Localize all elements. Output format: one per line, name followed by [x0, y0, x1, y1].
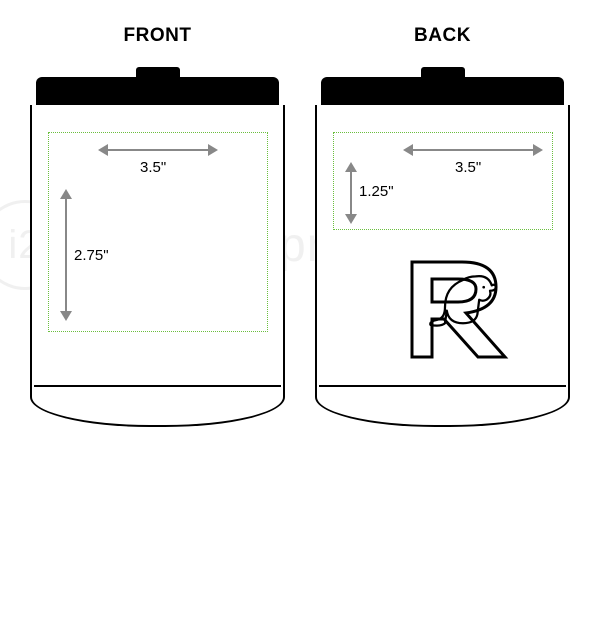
back-width-arrow [403, 142, 543, 158]
front-height-arrow [58, 189, 74, 321]
front-height-label: 2.75" [74, 247, 109, 264]
back-height-arrow [343, 162, 359, 224]
front-width-label: 3.5" [140, 159, 166, 176]
base-line [34, 385, 281, 387]
back-title: BACK [414, 25, 471, 47]
front-width-arrow [98, 142, 218, 158]
diagram-container: FRONT 3.5" 2.75" BACK [0, 0, 600, 427]
front-tumbler: 3.5" 2.75" [30, 77, 285, 427]
front-title: FRONT [124, 25, 192, 47]
back-height-label: 1.25" [359, 183, 394, 200]
base-line [319, 385, 566, 387]
brand-logo-icon [400, 247, 520, 367]
lid [36, 77, 279, 107]
back-panel: BACK 3.5" 1.25" [315, 25, 570, 427]
front-panel: FRONT 3.5" 2.75" [30, 25, 285, 427]
back-width-label: 3.5" [455, 159, 481, 176]
lid [321, 77, 564, 107]
back-tumbler: 3.5" 1.25" [315, 77, 570, 427]
